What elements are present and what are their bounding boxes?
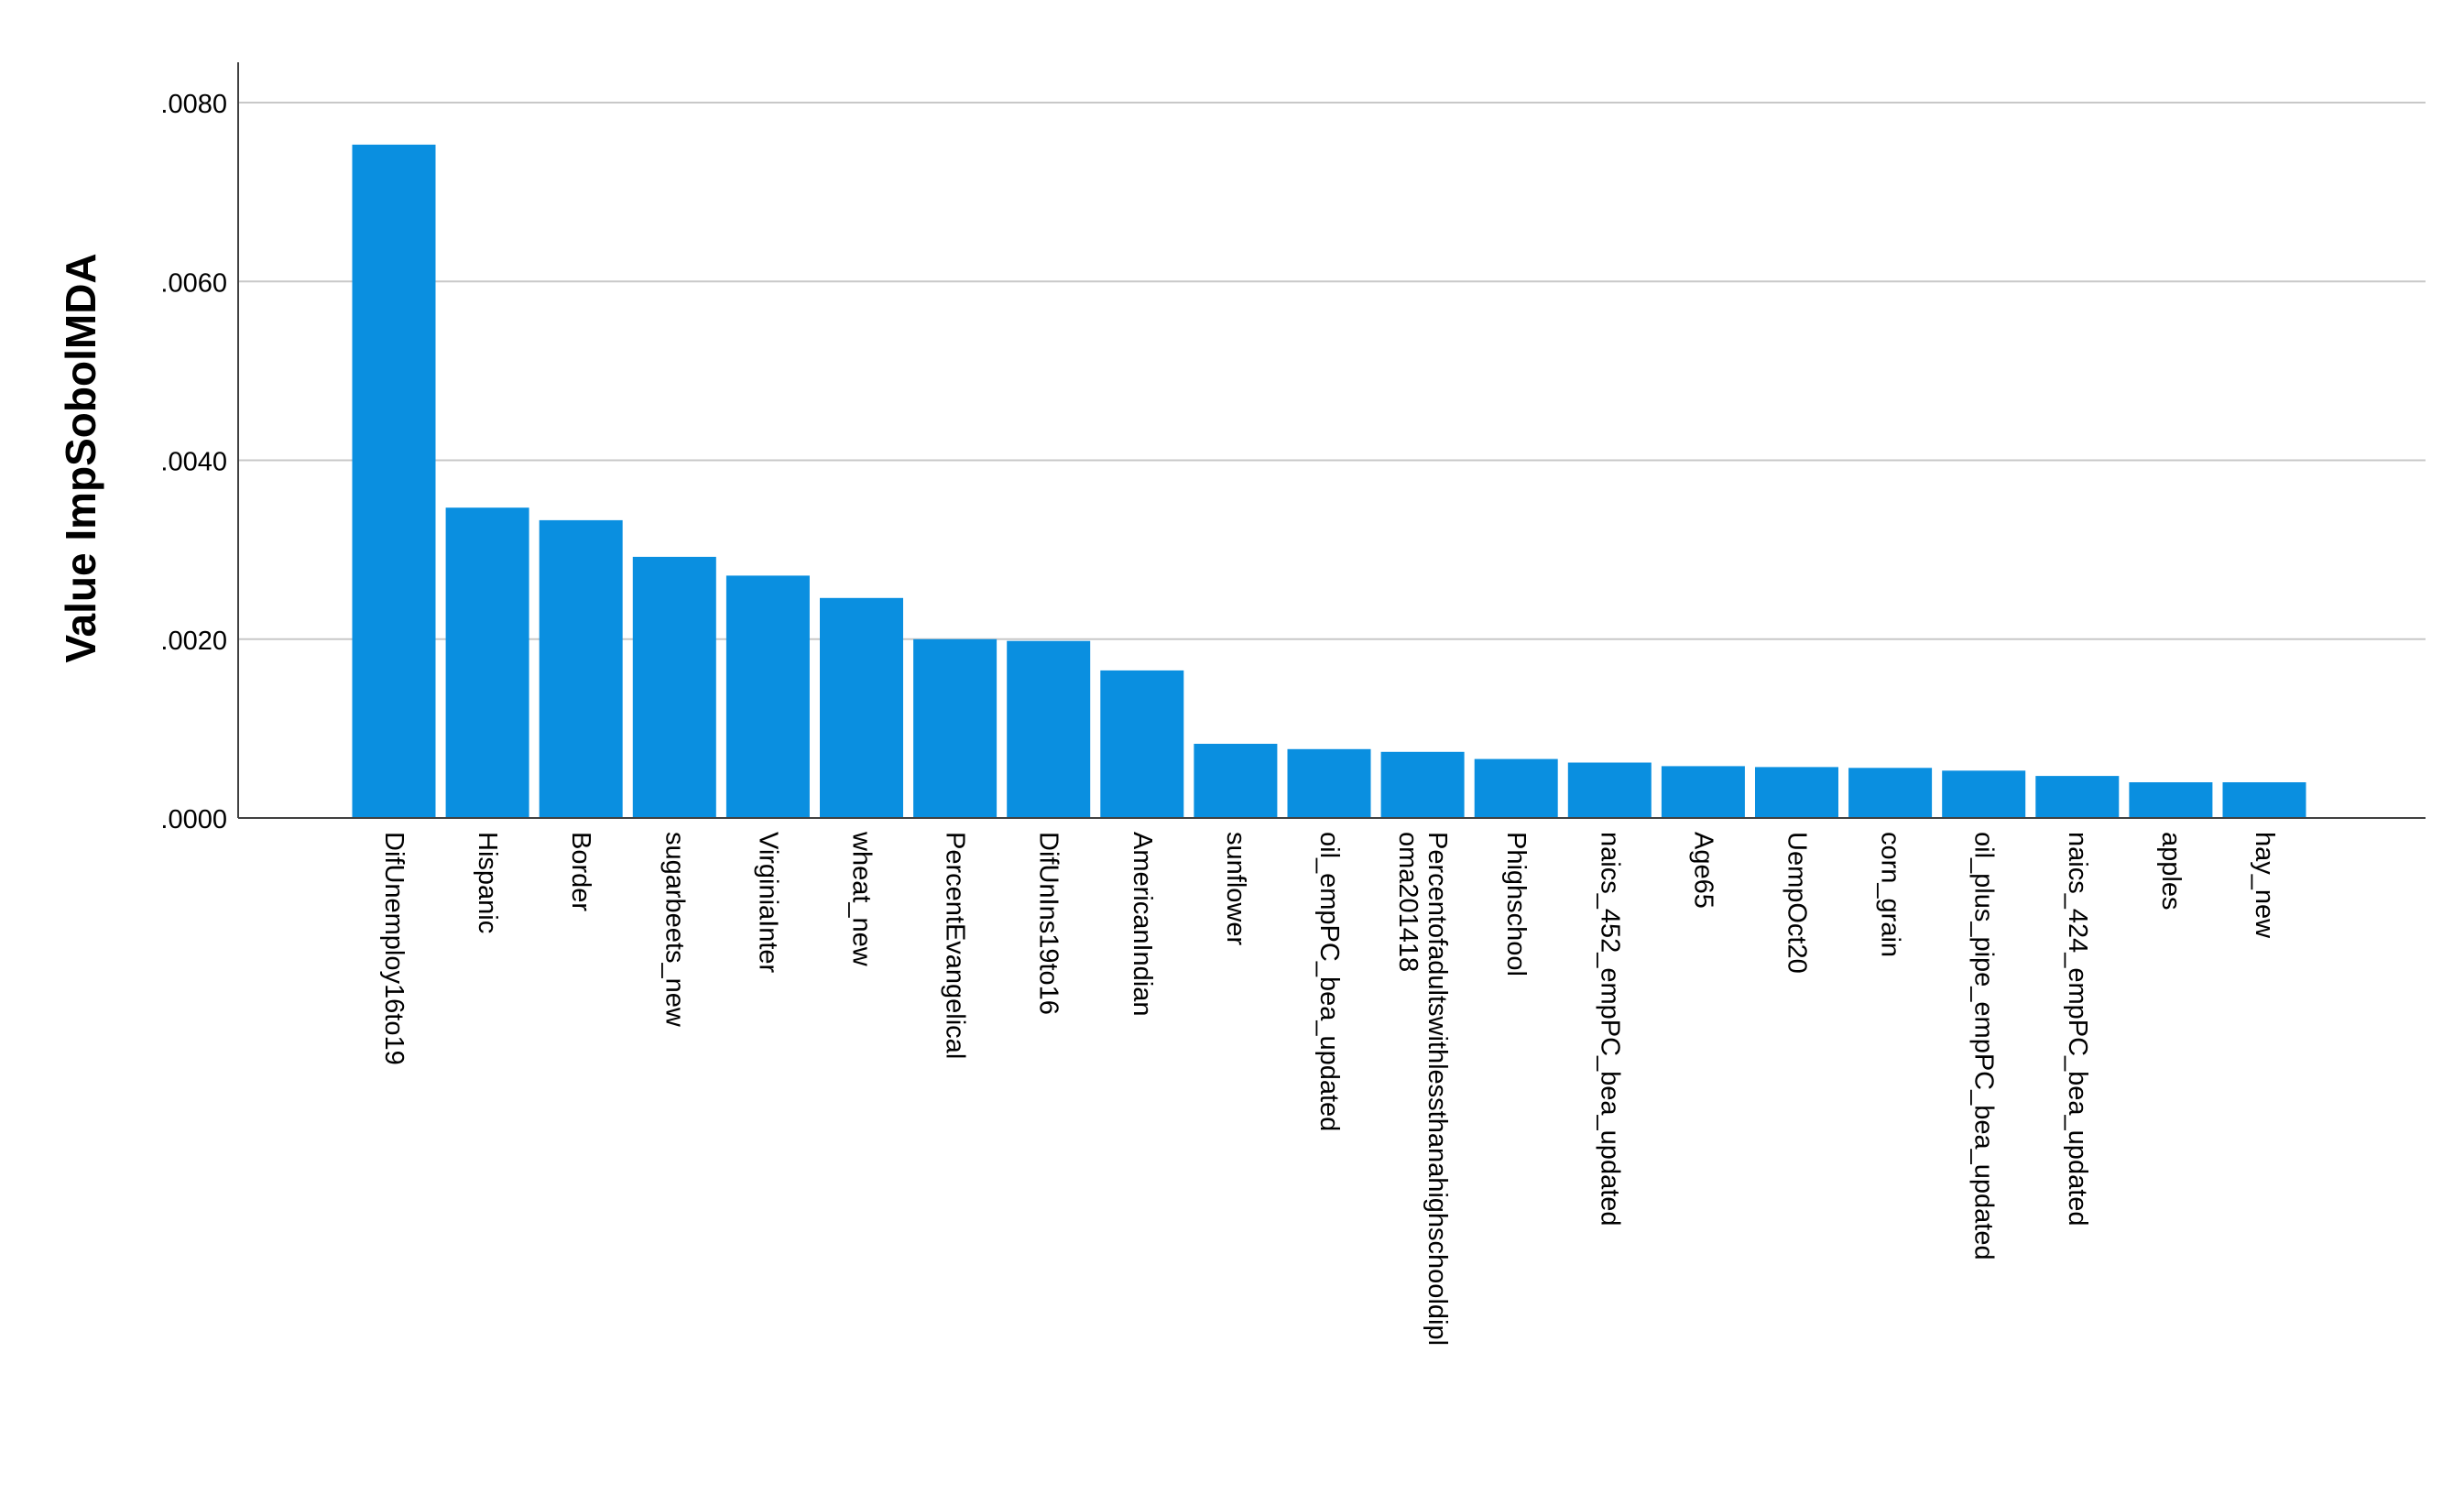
y-tick-label: .0040 xyxy=(160,448,227,477)
x-tick-labels: DifUnemploy16to19 Hispanic Border sugarbeet… xyxy=(379,831,2279,1346)
x-tick-label: wheat_new xyxy=(847,831,877,967)
x-tick-label: hay_new xyxy=(2250,832,2279,939)
x-tick-label: apples xyxy=(2156,832,2186,910)
axes xyxy=(237,62,2426,819)
bar-PercentEvangelical xyxy=(913,638,998,819)
y-tick-label: .0080 xyxy=(160,90,227,119)
x-tick-label: PercentEvangelical xyxy=(941,832,970,1059)
x-tick-label: sunflower xyxy=(1221,832,1250,945)
bar-hay_new xyxy=(2222,782,2306,818)
bar-UempOct20 xyxy=(1755,767,1838,818)
y-tick-labels: .0000 .0020 .0040 .0060 .0080 xyxy=(160,90,227,834)
x-tick-label: DifUnemploy16to19 xyxy=(379,832,409,1065)
x-tick-label: AmericanIndian xyxy=(1128,832,1157,1017)
y-tick-label: .0000 xyxy=(160,805,227,834)
y-axis-label: Value ImpSobolMDA xyxy=(57,253,104,662)
y-tick-label: .0020 xyxy=(160,627,227,656)
bar-corn_grain xyxy=(1848,768,1933,818)
bar-sugarbeets_new xyxy=(632,556,716,818)
x-tick-label: VirginiaInter xyxy=(753,832,782,974)
bar-Hispanic xyxy=(445,507,529,818)
bar-naics_424_empPC_bea_updated xyxy=(2035,776,2120,818)
x-tick-label: naics_452_empPC_bea_updated xyxy=(1595,832,1624,1227)
bar-naics_452_empPC_bea_updated xyxy=(1567,762,1652,818)
x-tick-label: UempOct20 xyxy=(1783,832,1812,974)
bars xyxy=(352,144,2306,819)
x-tick-label: Percentofadultswithlessthanahighschooldi… xyxy=(1423,832,1452,1346)
x-tick-label: Phighschool xyxy=(1501,832,1531,976)
bar-oil_plus_pipe_empPC_bea_updated xyxy=(1942,770,2026,818)
bar-Phighschool xyxy=(1474,758,1558,818)
x-tick-label: DifUnIns19to16 xyxy=(1034,832,1063,1015)
x-tick-label: oma201418 xyxy=(1393,832,1423,972)
bar-Border xyxy=(539,519,623,818)
x-tick-label: Hispanic xyxy=(473,832,502,933)
x-tick-label: oil_empPC_bea_updated xyxy=(1314,832,1344,1131)
bar-DifUnemploy16to19 xyxy=(352,144,436,818)
bar-oil_empPC_bea_updated xyxy=(1287,748,1371,818)
bar-VirginiaInter xyxy=(725,575,810,818)
bar-wheat_new xyxy=(820,597,903,818)
bar-apples xyxy=(2129,782,2213,818)
x-tick-label: sugarbeets_new xyxy=(660,832,689,1028)
bar-DifUnIns19to16 xyxy=(1007,640,1091,818)
bar-Percentofadultswithlessthanahighschooldiploma201418 xyxy=(1380,751,1465,818)
x-tick-label: Border xyxy=(566,832,595,911)
x-tick-label: naics_424_empPC_bea_updated xyxy=(2063,832,2092,1227)
gridlines xyxy=(238,102,2426,640)
x-tick-label: Age65 xyxy=(1688,832,1717,909)
bar-Age65 xyxy=(1661,766,1745,818)
bar-sunflower xyxy=(1194,744,1278,818)
bar-AmericanIndian xyxy=(1100,670,1184,818)
x-tick-label: corn_grain xyxy=(1876,832,1905,957)
y-tick-label: .0060 xyxy=(160,268,227,298)
x-tick-label: oil_plus_pipe_empPC_bea_updated xyxy=(1969,832,1999,1260)
